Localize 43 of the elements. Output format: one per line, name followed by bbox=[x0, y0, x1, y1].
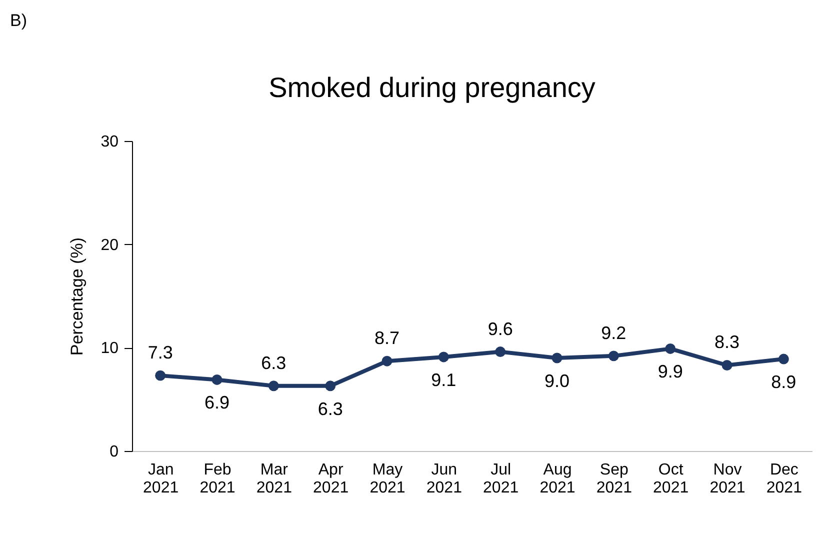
text: 6.3 bbox=[318, 398, 343, 419]
x-tick-label: May 2021 bbox=[370, 462, 406, 496]
y-axis-title: Percentage (%) bbox=[68, 237, 87, 356]
point bbox=[438, 352, 449, 362]
point bbox=[665, 343, 676, 354]
text: 6.3 bbox=[261, 352, 286, 373]
y-tick-label: 0 bbox=[110, 444, 119, 460]
text: 9.9 bbox=[658, 362, 683, 382]
chart-title: Smoked during pregnancy bbox=[268, 72, 596, 103]
x-tick-label: Aug 2021 bbox=[540, 462, 576, 496]
y-tick-label: 30 bbox=[100, 134, 119, 150]
point bbox=[212, 374, 222, 385]
x-tick-label: Feb 2021 bbox=[200, 462, 236, 496]
point bbox=[325, 380, 336, 392]
x-tick-label: Sep 2021 bbox=[596, 462, 632, 496]
point bbox=[155, 370, 166, 381]
text: B) bbox=[10, 11, 27, 30]
x-tick-label: Jan 2021 bbox=[143, 462, 179, 496]
point bbox=[382, 356, 392, 366]
point bbox=[268, 380, 279, 392]
text: 8.7 bbox=[374, 328, 400, 348]
x-tick-label: Mar 2021 bbox=[256, 462, 292, 496]
text: 9.0 bbox=[544, 371, 570, 391]
point bbox=[552, 352, 562, 364]
point bbox=[778, 354, 789, 364]
y-tick-label: 20 bbox=[100, 236, 119, 254]
text: 8.9 bbox=[771, 372, 796, 392]
text: 9.1 bbox=[431, 370, 456, 390]
x-tick-label: Jul 2021 bbox=[483, 462, 519, 496]
x-tick-label: Nov 2021 bbox=[710, 462, 746, 496]
x-tick-label: Jun 2021 bbox=[426, 462, 462, 496]
x-tick-label: Dec 2021 bbox=[766, 462, 802, 496]
text: 9.6 bbox=[488, 318, 513, 339]
text: 7.3 bbox=[148, 342, 173, 363]
x-tick-label: Apr 2021 bbox=[313, 462, 349, 496]
x-tick-label: Oct 2021 bbox=[653, 462, 689, 496]
text: 8.3 bbox=[714, 332, 740, 352]
point bbox=[495, 346, 506, 358]
text: 9.2 bbox=[601, 322, 626, 343]
text: 6.9 bbox=[204, 392, 230, 413]
point bbox=[722, 360, 732, 370]
y-tick-label: 10 bbox=[100, 340, 119, 358]
point bbox=[608, 350, 619, 362]
